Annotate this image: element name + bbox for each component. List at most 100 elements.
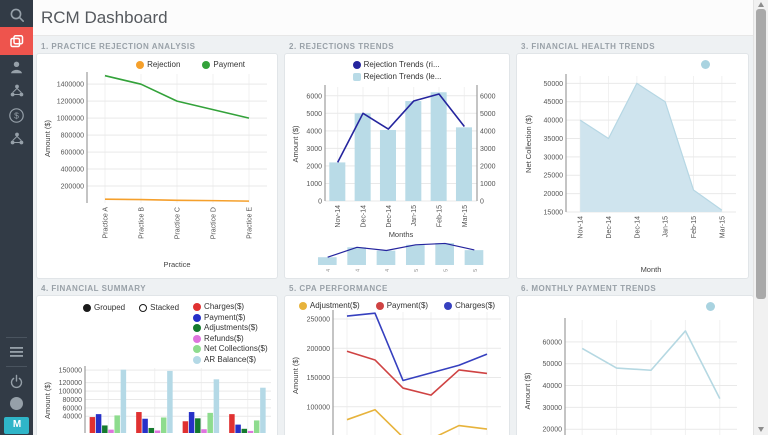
legend-swatch <box>193 313 202 322</box>
legend-item[interactable]: Rejection Trends (ri... <box>352 59 442 71</box>
svg-text:4: 4 <box>356 269 362 272</box>
legend-label: Rejection <box>147 60 181 69</box>
legend-item[interactable]: Charges($) <box>193 302 268 313</box>
legend-item[interactable]: Rejection <box>136 60 180 69</box>
legend-item[interactable]: Refunds($) <box>193 334 268 345</box>
legend-label: Rejection Trends (le... <box>363 72 442 81</box>
network-icon-2 <box>9 131 25 147</box>
legend-swatch <box>444 301 453 310</box>
svg-text:30000: 30000 <box>543 405 563 412</box>
svg-text:Jan-15: Jan-15 <box>662 216 669 238</box>
svg-text:3000: 3000 <box>480 146 496 153</box>
radio-circle <box>139 303 148 312</box>
radio-stacked[interactable]: Stacked <box>139 303 179 312</box>
svg-text:60000: 60000 <box>543 339 563 346</box>
svg-text:1000: 1000 <box>480 181 496 188</box>
page-title: RCM Dashboard <box>41 7 168 27</box>
sidebar-item-reports[interactable] <box>0 127 33 151</box>
card-financial-summary: Grouped Stacked Charges($) Payment($) Adjus… <box>36 295 278 435</box>
legend-item[interactable]: Net Collections($) <box>193 344 268 355</box>
svg-text:Nov-14: Nov-14 <box>577 216 584 239</box>
svg-text:100000: 100000 <box>307 404 330 411</box>
financial-summary-controls: Grouped Stacked Charges($) Payment($) Adjus… <box>39 298 275 365</box>
sidebar-item-user[interactable] <box>0 55 33 79</box>
svg-text:Practice B: Practice B <box>139 207 146 239</box>
vertical-scrollbar[interactable] <box>753 0 768 435</box>
section-title-2: 2. REJECTIONS TRENDS <box>289 42 395 51</box>
sidebar-item-dashboard[interactable] <box>0 27 33 55</box>
legend-dot-2[interactable] <box>706 302 715 311</box>
legend-item[interactable]: AR Balance($) <box>193 355 268 366</box>
practice-rejection-chart[interactable]: 200000 400000 600000 800000 1000000 1200000 14… <box>39 69 275 269</box>
legend-item[interactable]: Payment <box>202 60 245 69</box>
scroll-down-arrow[interactable] <box>758 427 764 432</box>
legend-item[interactable]: Payment($) <box>193 313 268 324</box>
svg-text:1400000: 1400000 <box>57 82 84 89</box>
legend-item[interactable]: Rejection Trends (le... <box>352 71 442 83</box>
svg-text:250000: 250000 <box>307 317 330 324</box>
svg-text:200000: 200000 <box>307 346 330 353</box>
svg-text:Nov-14: Nov-14 <box>335 205 342 228</box>
card-financial-health: 15000 20000 25000 30000 35000 40000 45000 50000… <box>516 53 749 279</box>
svg-text:Jan-15: Jan-15 <box>411 205 418 227</box>
sidebar-item-billing[interactable]: $ <box>0 103 33 127</box>
svg-text:600000: 600000 <box>61 150 84 157</box>
sidebar-divider <box>6 337 27 338</box>
legend-swatch <box>193 334 202 343</box>
legend-swatch <box>352 61 361 69</box>
legend-item[interactable]: Adjustment($) <box>298 301 360 310</box>
svg-text:Practice D: Practice D <box>211 207 218 239</box>
sidebar-divider-2 <box>6 366 27 367</box>
svg-text:1200000: 1200000 <box>57 99 84 106</box>
radio-label: Stacked <box>150 303 180 312</box>
svg-text:2000: 2000 <box>480 163 496 170</box>
svg-text:40000: 40000 <box>543 383 563 390</box>
legend-swatch <box>193 324 202 333</box>
legend-item[interactable]: Payment($) <box>375 301 428 310</box>
sidebar-item-menu[interactable] <box>0 340 33 364</box>
legend-item[interactable]: Adjustments($) <box>193 323 268 334</box>
rejections-trends-chart[interactable]: 0 0 1000 1000 2000 2000 3000 3000 4000 4000 5000 50… <box>287 83 509 239</box>
radio-grouped[interactable]: Grouped <box>83 303 125 312</box>
scrollbar-thumb[interactable] <box>756 9 766 299</box>
svg-text:5: 5 <box>414 269 420 272</box>
card-practice-rejection: Rejection Payment 200000 400000 600000 80000… <box>36 53 278 279</box>
svg-text:Dec-14: Dec-14 <box>361 205 368 228</box>
power-icon <box>9 374 24 389</box>
svg-text:1000000: 1000000 <box>57 116 84 123</box>
scroll-up-arrow[interactable] <box>758 2 764 7</box>
avatar[interactable] <box>10 397 23 410</box>
panel-financial-health-trends: 3. FINANCIAL HEALTH TRENDS 15000 20000 250… <box>516 37 749 279</box>
svg-text:120000: 120000 <box>59 380 82 387</box>
svg-text:$: $ <box>14 110 19 120</box>
svg-text:4: 4 <box>326 269 332 272</box>
svg-text:Month: Month <box>640 265 661 274</box>
svg-text:20000: 20000 <box>543 191 563 198</box>
legend-swatch <box>202 60 211 69</box>
svg-text:200000: 200000 <box>61 184 84 191</box>
financial-health-chart[interactable]: 15000 20000 25000 30000 35000 40000 45000 50000… <box>520 70 746 274</box>
rejections-trends-mini-chart[interactable]: 4 4 4 5 5 5 <box>287 239 509 277</box>
legend-swatch <box>298 301 307 310</box>
svg-text:50000: 50000 <box>543 361 563 368</box>
monthly-payment-chart[interactable]: 100002000030000400005000060000Amount ($) <box>519 310 751 435</box>
cpa-performance-chart[interactable]: 100000 150000 200000 250000 Amount ($) <box>287 310 510 435</box>
section-title-5: 5. CPA PERFORMANCE <box>289 284 388 293</box>
sidebar-item-power[interactable] <box>0 369 33 393</box>
legend-swatch <box>193 345 202 354</box>
svg-text:5: 5 <box>444 269 450 272</box>
svg-text:35000: 35000 <box>543 136 563 143</box>
legend-label: Charges($) <box>455 301 496 310</box>
legend-dot[interactable] <box>701 60 710 69</box>
main-area: RCM Dashboard 1. PRACTICE REJECTION ANAL… <box>33 0 754 435</box>
svg-text:100000: 100000 <box>59 389 82 396</box>
legend-item[interactable]: Charges($) <box>444 301 495 310</box>
svg-text:150000: 150000 <box>59 368 82 375</box>
section-title-1: 1. PRACTICE REJECTION ANALYSIS <box>41 42 196 51</box>
svg-text:5000: 5000 <box>480 111 496 118</box>
sidebar-item-patients[interactable] <box>0 79 33 103</box>
sidebar-item-search[interactable] <box>0 3 33 27</box>
brand-logo[interactable]: M <box>4 417 29 434</box>
